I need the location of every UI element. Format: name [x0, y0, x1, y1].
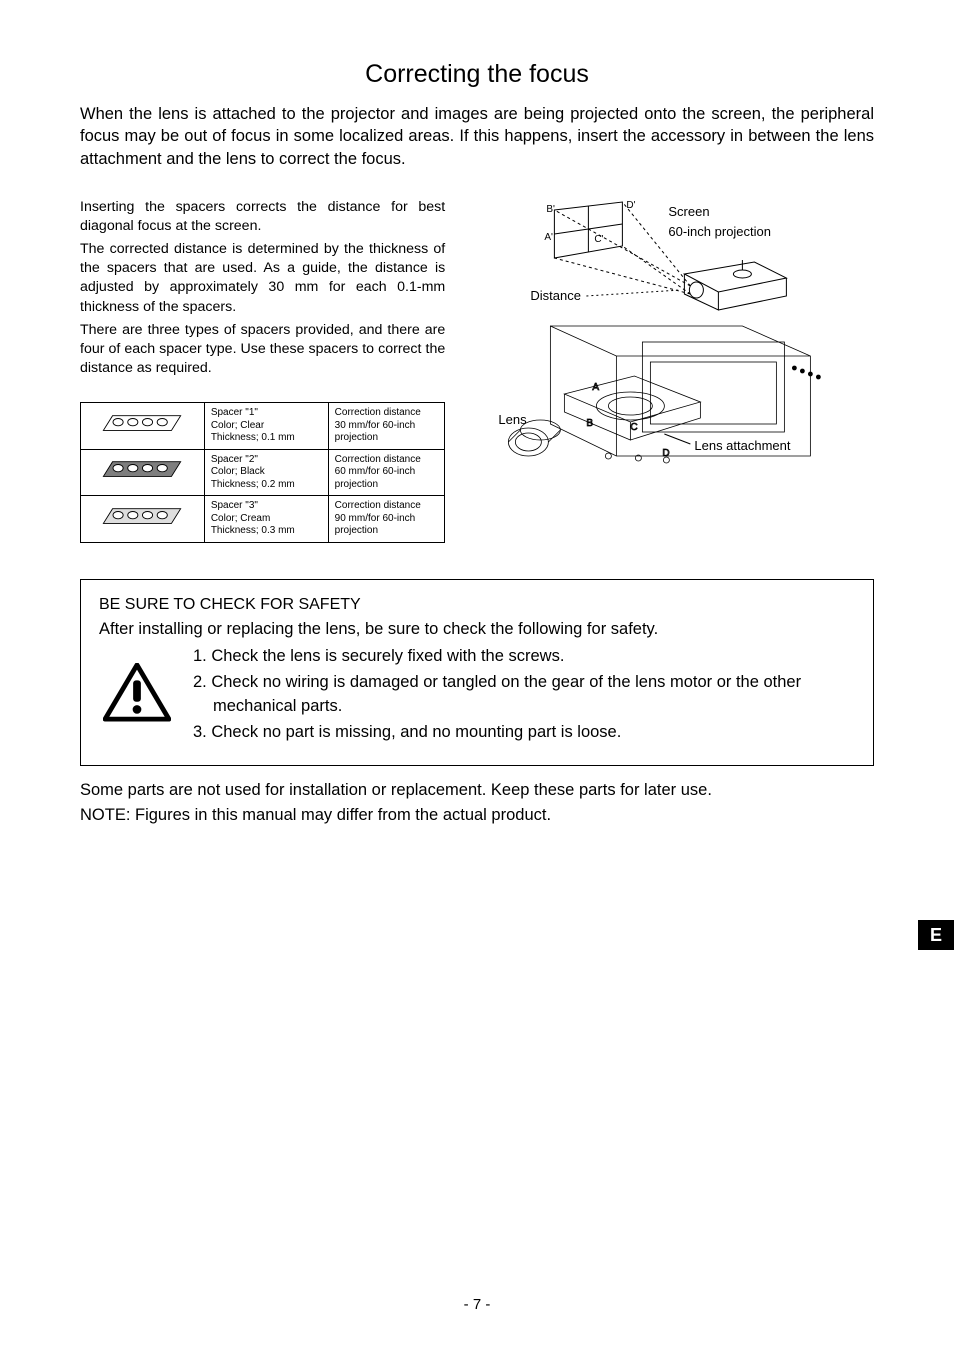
label-distance: Distance — [531, 288, 582, 303]
page-title: Correcting the focus — [80, 60, 874, 89]
spacer-icon-cell — [81, 403, 205, 450]
spacer-spec-cell: Spacer "3"Color; CreamThickness; 0.3 mm — [204, 496, 328, 543]
left-column: Inserting the spacers corrects the dista… — [80, 198, 445, 543]
safety-box: BE SURE TO CHECK FOR SAFETY After instal… — [80, 579, 874, 766]
label-lens-attachment: Lens attachment — [695, 438, 792, 453]
svg-text:D: D — [663, 448, 670, 459]
spacer-spec-cell: Spacer "1"Color; ClearThickness; 0.1 mm — [204, 403, 328, 450]
table-row: Spacer "2"Color; BlackThickness; 0.2 mmC… — [81, 449, 445, 496]
left-para-2: The corrected distance is determined by … — [80, 240, 445, 317]
safety-list: 1. Check the lens is securely fixed with… — [193, 645, 855, 747]
label-lens: Lens — [499, 412, 528, 427]
projection-diagram: B' D' A' C' Screen 60-inch projection Di… — [475, 198, 874, 488]
safety-intro: After installing or replacing the lens, … — [99, 620, 855, 639]
page-number: - 7 - — [0, 1296, 954, 1313]
after-box-text: Some parts are not used for installation… — [80, 778, 874, 829]
spacer-table: Spacer "1"Color; ClearThickness; 0.1 mmC… — [80, 402, 445, 543]
safety-item-1: 1. Check the lens is securely fixed with… — [193, 645, 855, 669]
label-A-prime: A' — [545, 232, 554, 243]
label-screen: Screen — [669, 204, 710, 219]
svg-text:B: B — [587, 418, 594, 429]
safety-heading: BE SURE TO CHECK FOR SAFETY — [99, 596, 855, 614]
page-tab: E — [918, 920, 954, 950]
table-row: Spacer "3"Color; CreamThickness; 0.3 mmC… — [81, 496, 445, 543]
spacer-correction-cell: Correction distance60 mm/for 60-inchproj… — [328, 449, 445, 496]
svg-text:C: C — [631, 422, 638, 433]
spacer-correction-cell: Correction distance30 mm/for 60-inchproj… — [328, 403, 445, 450]
label-B-prime: B' — [547, 204, 556, 215]
svg-text:A: A — [593, 382, 600, 393]
right-column: B' D' A' C' Screen 60-inch projection Di… — [475, 198, 874, 543]
safety-item-2: 2. Check no wiring is damaged or tangled… — [193, 671, 855, 719]
spacer-spec-cell: Spacer "2"Color; BlackThickness; 0.2 mm — [204, 449, 328, 496]
spacer-correction-cell: Correction distance90 mm/for 60-inchproj… — [328, 496, 445, 543]
spacer-icon-cell — [81, 496, 205, 543]
table-row: Spacer "1"Color; ClearThickness; 0.1 mmC… — [81, 403, 445, 450]
spacer-icon-cell — [81, 449, 205, 496]
label-C-prime: C' — [595, 234, 604, 245]
label-60inch: 60-inch projection — [669, 224, 772, 239]
safety-item-3: 3. Check no part is missing, and no moun… — [193, 721, 855, 745]
intro-text: When the lens is attached to the project… — [80, 103, 874, 170]
left-para-3: There are three types of spacers provide… — [80, 321, 445, 379]
left-para-1: Inserting the spacers corrects the dista… — [80, 198, 445, 236]
warning-icon — [103, 663, 171, 723]
after-line-2: NOTE: Figures in this manual may differ … — [80, 803, 874, 829]
after-line-1: Some parts are not used for installation… — [80, 778, 874, 804]
two-column-layout: Inserting the spacers corrects the dista… — [80, 198, 874, 543]
